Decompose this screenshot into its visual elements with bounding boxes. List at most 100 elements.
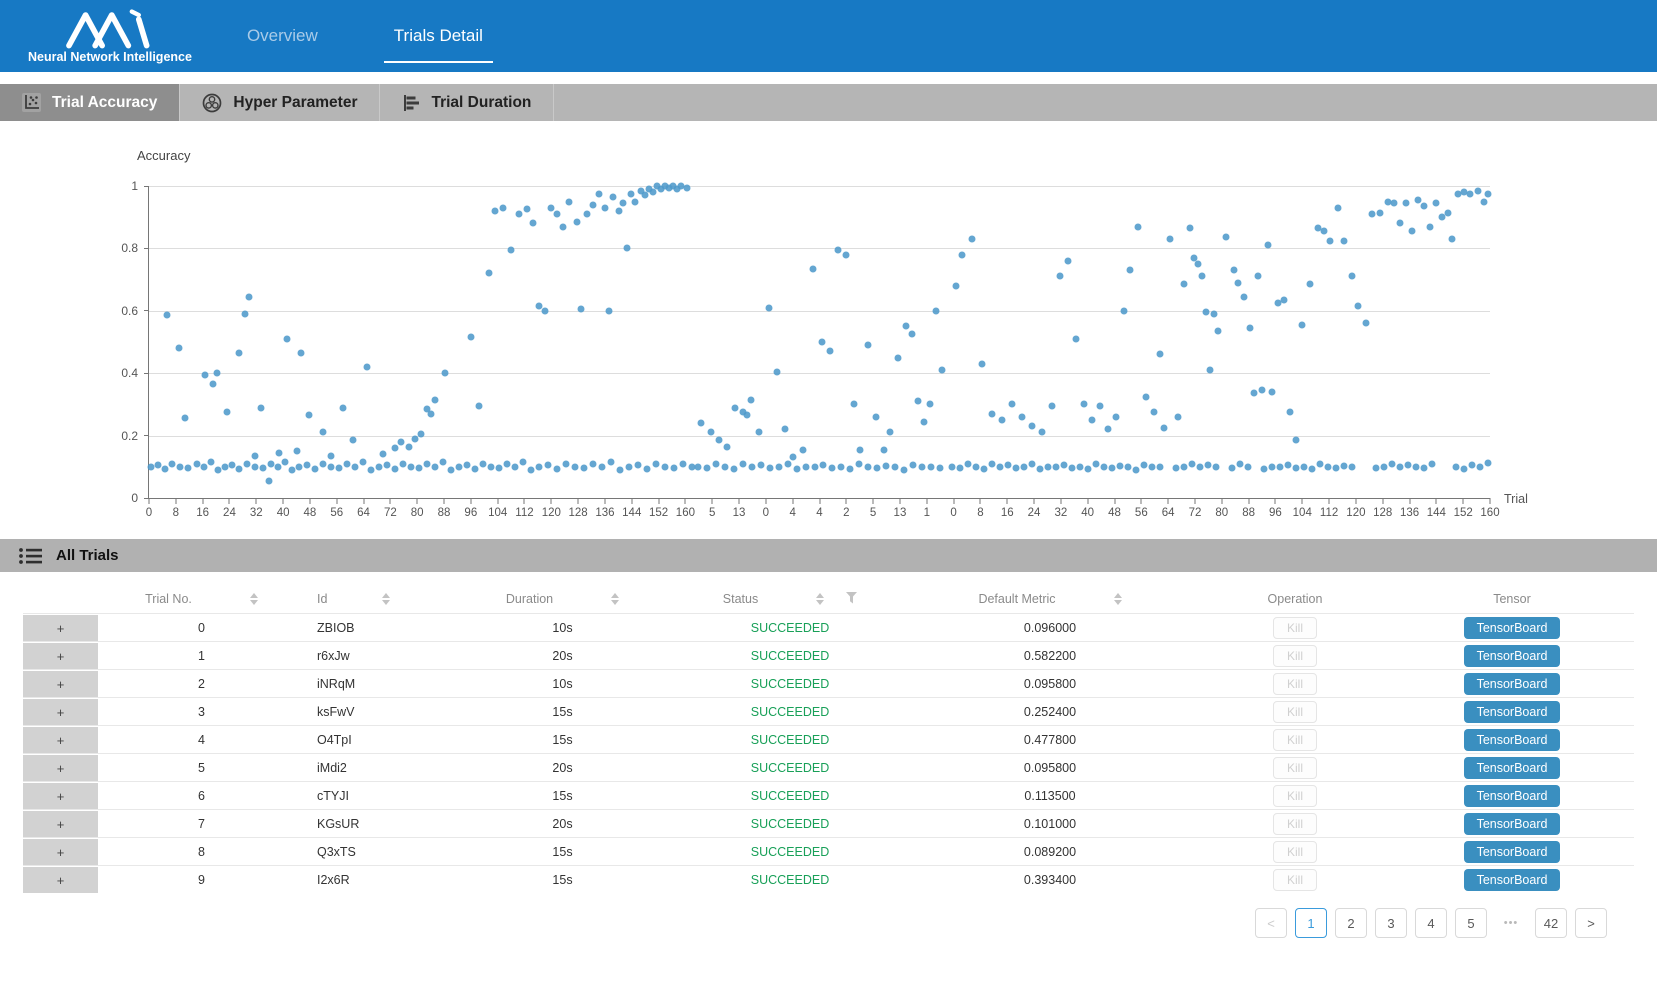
filter-icon[interactable]: [846, 592, 857, 607]
sort-icon[interactable]: [611, 593, 619, 605]
page-button-3[interactable]: 3: [1375, 908, 1407, 938]
scatter-point: [1269, 388, 1276, 395]
kill-button[interactable]: Kill: [1273, 813, 1317, 835]
table-row: +7KGsUR20sSUCCEEDED0.101000KillTensorBoa…: [23, 809, 1634, 837]
expand-row-button[interactable]: +: [23, 838, 98, 865]
scatter-point: [1327, 237, 1334, 244]
tensorboard-button[interactable]: TensorBoard: [1464, 785, 1561, 807]
page-button-42[interactable]: 42: [1535, 908, 1567, 938]
scatter-point: [503, 461, 510, 468]
nav-tab-overview[interactable]: Overview: [237, 0, 328, 72]
page-button-2[interactable]: 2: [1335, 908, 1367, 938]
expand-row-button[interactable]: +: [23, 754, 98, 781]
scatter-point: [1205, 462, 1212, 469]
page-button-ellipsis[interactable]: •••: [1495, 908, 1527, 938]
scatter-point: [293, 448, 300, 455]
scatter-point: [223, 409, 230, 416]
trials-table: Trial No.IdDurationStatusDefault MetricO…: [23, 585, 1634, 893]
scatter-point: [1261, 465, 1268, 472]
scatter-point: [181, 415, 188, 422]
scatter-point: [865, 342, 872, 349]
kill-button[interactable]: Kill: [1273, 617, 1317, 639]
tensorboard-button[interactable]: TensorBoard: [1464, 673, 1561, 695]
y-gridline: [149, 248, 1490, 249]
scatter-point: [485, 270, 492, 277]
tab-trial-duration[interactable]: Trial Duration: [380, 84, 554, 121]
scatter-point: [857, 446, 864, 453]
scatter-point: [1005, 462, 1012, 469]
x-axis-tick-label: 0: [950, 507, 956, 519]
expand-row-button[interactable]: +: [23, 810, 98, 837]
kill-button[interactable]: Kill: [1273, 729, 1317, 751]
page-button-prev[interactable]: <: [1255, 908, 1287, 938]
scatter-point: [766, 465, 773, 472]
logo-subtitle: Neural Network Intelligence: [28, 50, 192, 64]
page-button-4[interactable]: 4: [1415, 908, 1447, 938]
tab-trial-accuracy[interactable]: Trial Accuracy: [0, 84, 180, 121]
scatter-point: [957, 465, 964, 472]
kill-button[interactable]: Kill: [1273, 701, 1317, 723]
scatter-point: [1173, 465, 1180, 472]
cell-operation: Kill: [1200, 645, 1390, 667]
sort-icon[interactable]: [816, 593, 824, 605]
tensorboard-button[interactable]: TensorBoard: [1464, 841, 1561, 863]
scatter-point: [827, 348, 834, 355]
expand-row-button[interactable]: +: [23, 642, 98, 669]
scatter-point: [989, 460, 996, 467]
scatter-point: [553, 465, 560, 472]
cell-trial-no: 7: [98, 817, 305, 831]
scatter-point: [1409, 228, 1416, 235]
nav-tab-trials-detail[interactable]: Trials Detail: [384, 0, 493, 72]
kill-button[interactable]: Kill: [1273, 645, 1317, 667]
cell-trial-id: KGsUR: [305, 817, 445, 831]
tensorboard-button[interactable]: TensorBoard: [1464, 813, 1561, 835]
sort-icon[interactable]: [250, 593, 258, 605]
sort-desc-icon: [816, 600, 824, 605]
cell-duration: 10s: [445, 621, 680, 635]
scatter-point: [959, 251, 966, 258]
x-tick-mark: [685, 498, 686, 504]
kill-button[interactable]: Kill: [1273, 841, 1317, 863]
expand-row-button[interactable]: +: [23, 670, 98, 697]
kill-button[interactable]: Kill: [1273, 673, 1317, 695]
tensorboard-button[interactable]: TensorBoard: [1464, 617, 1561, 639]
kill-button[interactable]: Kill: [1273, 757, 1317, 779]
tensorboard-button[interactable]: TensorBoard: [1464, 869, 1561, 891]
x-tick-mark: [283, 498, 284, 504]
page-button-next[interactable]: >: [1575, 908, 1607, 938]
scatter-point: [809, 265, 816, 272]
expand-row-button[interactable]: +: [23, 698, 98, 725]
tensorboard-button[interactable]: TensorBoard: [1464, 645, 1561, 667]
scatter-point: [1481, 198, 1488, 205]
scatter-point: [201, 371, 208, 378]
scatter-point: [747, 396, 754, 403]
scatter-point: [1281, 296, 1288, 303]
page-button-1[interactable]: 1: [1295, 908, 1327, 938]
cell-operation: Kill: [1200, 813, 1390, 835]
tensorboard-button[interactable]: TensorBoard: [1464, 757, 1561, 779]
page-button-5[interactable]: 5: [1455, 908, 1487, 938]
scatter-point: [580, 465, 587, 472]
expand-row-button[interactable]: +: [23, 866, 98, 893]
y-axis-tick-label: 0.8: [121, 241, 138, 255]
expand-row-button[interactable]: +: [23, 726, 98, 753]
expand-row-button[interactable]: +: [23, 614, 98, 641]
tab-hyper-parameter[interactable]: Hyper Parameter: [180, 84, 380, 121]
tensorboard-button[interactable]: TensorBoard: [1464, 729, 1561, 751]
x-tick-mark: [846, 498, 847, 504]
kill-button[interactable]: Kill: [1273, 785, 1317, 807]
expand-row-button[interactable]: +: [23, 782, 98, 809]
scatter-point: [1403, 200, 1410, 207]
kill-button[interactable]: Kill: [1273, 869, 1317, 891]
scatter-point: [921, 418, 928, 425]
sort-icon[interactable]: [382, 593, 390, 605]
sort-icon[interactable]: [1114, 593, 1122, 605]
tensorboard-button[interactable]: TensorBoard: [1464, 701, 1561, 723]
sort-asc-icon: [382, 593, 390, 598]
scatter-point: [595, 190, 602, 197]
cell-trial-id: O4TpI: [305, 733, 445, 747]
scatter-point: [515, 211, 522, 218]
scatter-point: [1195, 261, 1202, 268]
scatter-point: [351, 463, 358, 470]
scatter-point: [623, 245, 630, 252]
